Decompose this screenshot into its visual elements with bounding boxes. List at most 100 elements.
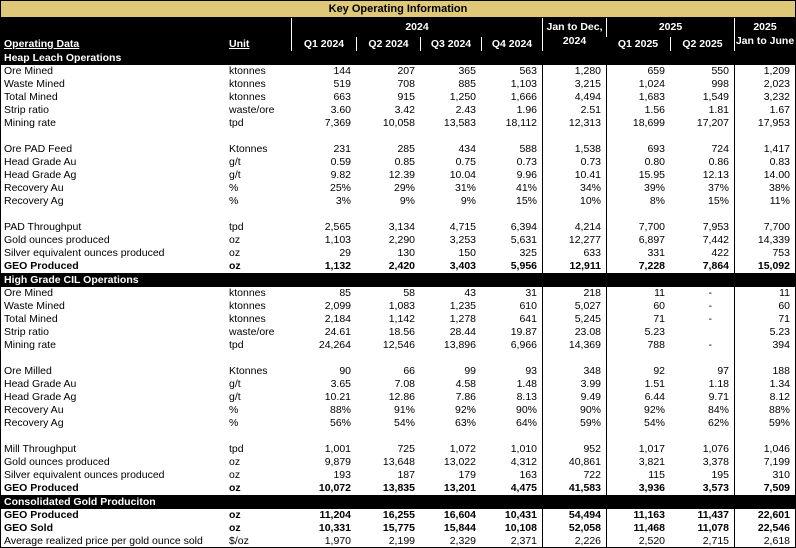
row-unit: ktonnes [229, 300, 266, 312]
section-header: Heap Leach Operations [1, 51, 795, 65]
table-row: Total Mined ktonnes 663 915 1,250 1,666 4,494 1… [1, 91, 795, 104]
table-row: GEO Produced oz 10,072 13,835 13,201 4,475 41,… [1, 482, 795, 495]
cell-value: 2,565 [324, 221, 351, 233]
cell-value: 11,468 [606, 522, 670, 535]
row-unit: Ktonnes [229, 365, 268, 377]
table-row: GEO Produced oz 1,132 2,420 3,403 5,956 12,911… [1, 260, 795, 273]
column-header-jan-to-june-2025: 2025 Jan to June [734, 18, 795, 51]
cell-value: 12.13 [702, 169, 729, 181]
cell-value: 6,897 [606, 234, 670, 247]
cell-value: 325 [519, 247, 537, 259]
cell-value: 52,058 [542, 522, 606, 535]
cell-value: 17,207 [696, 117, 729, 129]
cell-value: 2,199 [388, 535, 415, 547]
cell-value: 885 [458, 78, 476, 90]
cell-value [670, 430, 734, 443]
cell-value: 1.18 [708, 378, 729, 390]
cell-value: 1.51 [606, 378, 670, 391]
cell-value: 15.95 [606, 169, 670, 182]
cell-value [356, 208, 420, 221]
cell-value: - [708, 339, 713, 351]
table-row: Silver equivalent ounces produced oz 29 130… [1, 247, 795, 260]
table-row: Gold ounces produced oz 1,103 2,290 3,253 5,6… [1, 234, 795, 247]
cell-value [291, 352, 356, 365]
cell-value: 12.39 [388, 169, 415, 181]
cell-value: 3,232 [734, 91, 795, 104]
cell-value: 54% [606, 417, 670, 430]
cell-value: 15,844 [443, 522, 476, 534]
cell-value: 9% [399, 195, 415, 207]
row-label: Head Grade Ag [4, 169, 77, 181]
cell-value: 5,631 [510, 234, 537, 246]
cell-value: 5.23 [606, 326, 670, 339]
cell-value [542, 430, 606, 443]
table-row [1, 430, 795, 443]
column-group-2025: 2025 [606, 18, 734, 37]
row-unit: tpd [229, 221, 244, 233]
cell-value [420, 130, 481, 143]
cell-value: 1.81 [708, 104, 729, 116]
row-unit: oz [229, 247, 241, 259]
cell-value: 179 [458, 469, 476, 481]
cell-value: 1,083 [388, 300, 415, 312]
cell-value: 7,864 [702, 260, 729, 272]
cell-value: 9.71 [708, 391, 729, 403]
row-unit: ktonnes [229, 313, 266, 325]
row-label: Strip ratio [4, 326, 49, 338]
table-row [1, 208, 795, 221]
row-unit: g/t [229, 169, 241, 181]
table-row: Waste Mined ktonnes 2,099 1,083 1,235 610 5,02… [1, 300, 795, 313]
cell-value: 753 [734, 247, 795, 260]
cell-value: 91% [393, 404, 415, 416]
cell-value: 43 [464, 287, 476, 299]
cell-value: 10,108 [504, 522, 537, 534]
table-row [1, 352, 795, 365]
cell-value [420, 208, 481, 221]
cell-value [356, 130, 420, 143]
cell-value: 13,201 [443, 482, 476, 494]
cell-value [481, 130, 542, 143]
cell-value: 1,103 [510, 78, 537, 90]
column-header-q2-2025: Q2 2025 [670, 37, 734, 51]
cell-value: 41,583 [542, 482, 606, 495]
cell-value: 12,546 [382, 339, 415, 351]
cell-value: 29% [393, 182, 415, 194]
cell-value: 31 [525, 287, 537, 299]
cell-value: 22,601 [734, 509, 795, 522]
row-label [1, 430, 229, 443]
cell-value: 97 [717, 365, 729, 377]
cell-value: 14,369 [542, 339, 606, 352]
row-label: Total Mined [4, 91, 58, 103]
cell-value: 3.65 [330, 378, 351, 390]
row-label: Ore Mined [4, 287, 54, 299]
cell-value: 11,078 [697, 522, 729, 534]
cell-value: 394 [734, 339, 795, 352]
table-header: 2024 Jan to Dec, 2024 2025 2025 Jan to J… [1, 18, 795, 51]
cell-value: 1,132 [324, 260, 351, 272]
row-label: GEO Produced [4, 509, 79, 521]
jan-to-june-line1: 2025 [753, 21, 777, 33]
cell-value: 3,821 [606, 456, 670, 469]
cell-value: 90% [542, 404, 606, 417]
row-unit: oz [229, 234, 241, 246]
column-header-jan-to-dec-2024: Jan to Dec, 2024 [542, 18, 606, 51]
cell-value: 24.61 [324, 326, 351, 338]
column-header-q2-2024: Q2 2024 [356, 37, 420, 51]
cell-value: 25% [329, 182, 351, 194]
row-unit: ktonnes [229, 287, 266, 299]
cell-value: 1,001 [324, 443, 351, 455]
cell-value: 6.44 [606, 391, 670, 404]
column-header-q1-2025: Q1 2025 [617, 38, 659, 50]
row-label: Waste Mined [4, 78, 65, 90]
cell-value: 1,970 [324, 535, 351, 547]
cell-value: 66 [403, 365, 415, 377]
cell-value: 2,023 [734, 78, 795, 91]
row-label: Strip ratio [4, 104, 49, 116]
row-label [1, 352, 229, 365]
cell-value: 41% [515, 182, 537, 194]
cell-value: 1,072 [449, 443, 476, 455]
cell-value: - [708, 287, 713, 299]
cell-value [291, 130, 356, 143]
cell-value [291, 208, 356, 221]
